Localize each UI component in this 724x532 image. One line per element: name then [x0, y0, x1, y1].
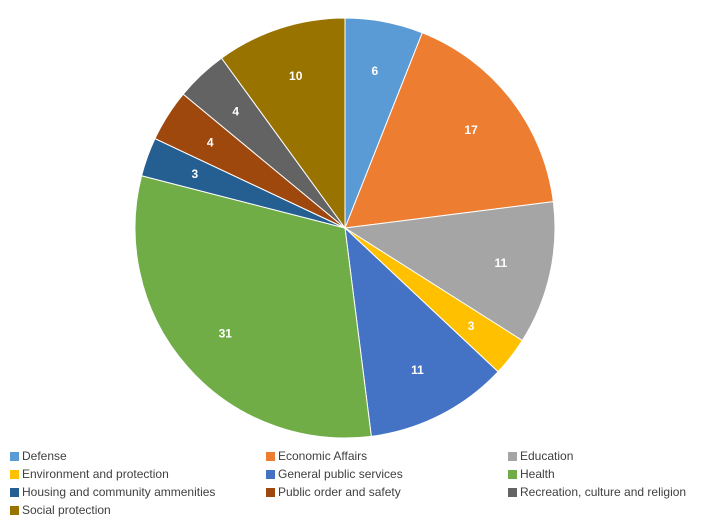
data-label-environment-and-protection: 3: [468, 319, 475, 333]
data-label-public-order-and-safety: 4: [207, 136, 214, 150]
pie-slice-social-protection: [220, 17, 346, 230]
data-label-recreation-culture-and-religion: 4: [232, 105, 239, 119]
data-label-education: 11: [494, 256, 507, 270]
data-label-defense: 6: [372, 64, 379, 78]
data-label-housing-and-community-ammenities: 3: [191, 167, 198, 181]
pie-slice-health: [134, 175, 372, 439]
data-label-health: 31: [219, 327, 233, 341]
data-label-economic-affairs: 17: [464, 123, 478, 137]
pie-slice-education: [343, 201, 556, 342]
data-label-social-protection: 10: [289, 69, 303, 83]
pie-slice-economic-affairs: [344, 32, 554, 229]
data-label-general-public-services: 11: [411, 363, 424, 377]
pie-slice-general-public-services: [344, 226, 499, 437]
